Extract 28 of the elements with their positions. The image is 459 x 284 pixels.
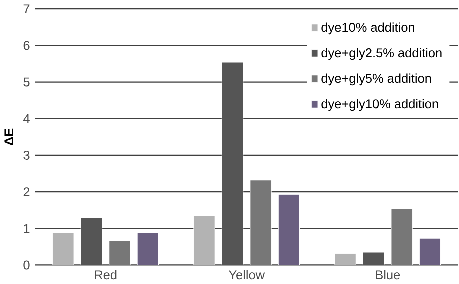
- y-tick-label: 5: [24, 78, 30, 87]
- bar: [109, 240, 131, 266]
- y-tick-label: 0: [24, 260, 30, 270]
- y-tick-label: 1: [24, 224, 30, 233]
- y-tick-label: 2: [24, 187, 30, 196]
- bar: [391, 208, 413, 266]
- bar: [250, 180, 272, 266]
- legend-label: dye10% addition: [322, 22, 414, 34]
- bar: [362, 252, 385, 266]
- bar: [137, 232, 159, 266]
- legend-label: dye+gly10% addition: [322, 99, 438, 111]
- bar: [278, 194, 300, 266]
- bar: [194, 215, 216, 266]
- bar: [419, 238, 442, 266]
- bar: [80, 218, 103, 266]
- x-tick-label: Blue: [376, 270, 400, 280]
- x-tick-label: Yellow: [228, 270, 266, 280]
- bar: [334, 253, 356, 266]
- y-axis-title: ΔE: [4, 128, 14, 146]
- y-tick-label: 4: [23, 114, 30, 124]
- legend-label: dye+gly2.5% addition: [322, 48, 442, 60]
- legend-label: dye+gly5% addition: [322, 74, 432, 86]
- bar: [222, 62, 244, 266]
- y-tick-label: 6: [24, 41, 30, 50]
- y-tick-label: 7: [24, 4, 30, 14]
- y-tick-label: 3: [24, 150, 30, 160]
- x-tick-label: Red: [95, 270, 117, 280]
- bar: [52, 232, 74, 266]
